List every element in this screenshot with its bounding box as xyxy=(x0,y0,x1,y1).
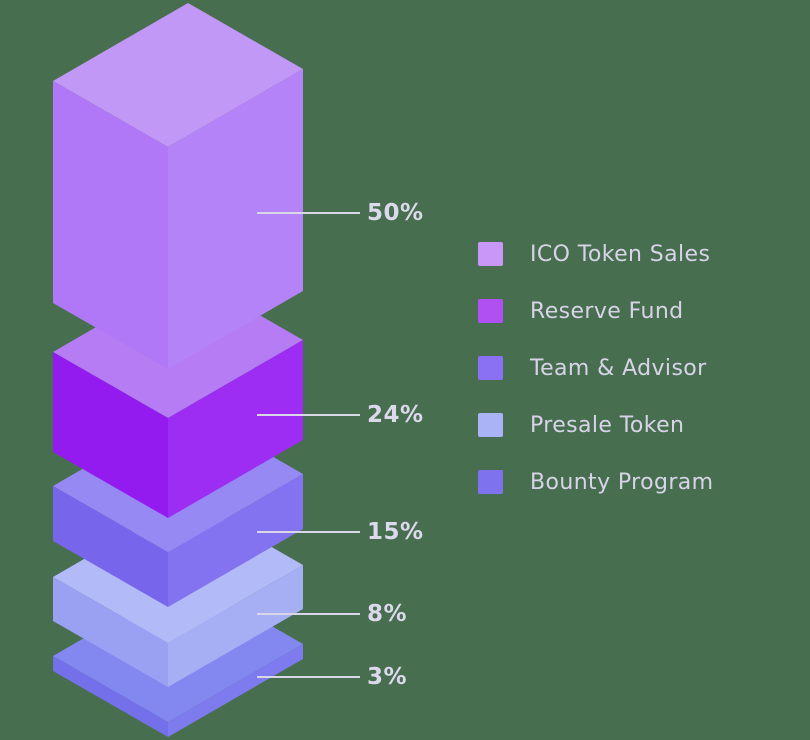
callout-percent-label: 15% xyxy=(367,519,424,545)
block-left-face xyxy=(53,81,168,369)
block-left-face xyxy=(53,352,168,518)
legend-item-team-advisor: Team & Advisor xyxy=(478,355,714,381)
legend-label: Bounty Program xyxy=(530,469,714,495)
legend-item-ico-token-sales: ICO Token Sales xyxy=(478,241,714,267)
callout-line xyxy=(257,531,360,533)
legend-swatch xyxy=(478,470,503,494)
legend: ICO Token Sales Reserve Fund Team & Advi… xyxy=(478,241,714,495)
legend-label: Reserve Fund xyxy=(530,298,684,324)
callout-presale-token: 8% xyxy=(257,600,407,628)
callout-bounty-program: 3% xyxy=(257,663,407,691)
callout-line xyxy=(257,414,360,416)
legend-label: Team & Advisor xyxy=(530,355,707,381)
callout-line xyxy=(257,613,360,615)
legend-item-presale-token: Presale Token xyxy=(478,412,714,438)
legend-label: Presale Token xyxy=(530,412,685,438)
legend-swatch xyxy=(478,356,503,380)
legend-item-reserve-fund: Reserve Fund xyxy=(478,298,714,324)
callout-line xyxy=(257,212,360,214)
callout-percent-label: 8% xyxy=(367,601,408,627)
block-left-face xyxy=(53,577,168,687)
callout-reserve-fund: 24% xyxy=(257,401,424,429)
callout-percent-label: 3% xyxy=(367,664,408,690)
callout-team-advisor: 15% xyxy=(257,518,424,546)
block-right-face xyxy=(168,565,303,687)
block-top-face xyxy=(53,3,303,147)
legend-swatch xyxy=(478,299,503,323)
legend-swatch xyxy=(478,413,503,437)
legend-item-bounty-program: Bounty Program xyxy=(478,469,714,495)
callout-ico-token-sales: 50% xyxy=(257,199,424,227)
block-right-face xyxy=(168,340,303,518)
block-left-face xyxy=(53,656,168,737)
callout-percent-label: 50% xyxy=(367,200,424,226)
callout-line xyxy=(257,676,360,678)
block-ico-token-sales xyxy=(53,3,303,369)
block-right-face xyxy=(168,69,303,369)
callout-percent-label: 24% xyxy=(367,402,424,428)
block-right-face xyxy=(168,474,303,607)
block-left-face xyxy=(53,486,168,607)
legend-swatch xyxy=(478,242,503,266)
block-right-face xyxy=(168,644,303,737)
legend-label: ICO Token Sales xyxy=(530,241,711,267)
